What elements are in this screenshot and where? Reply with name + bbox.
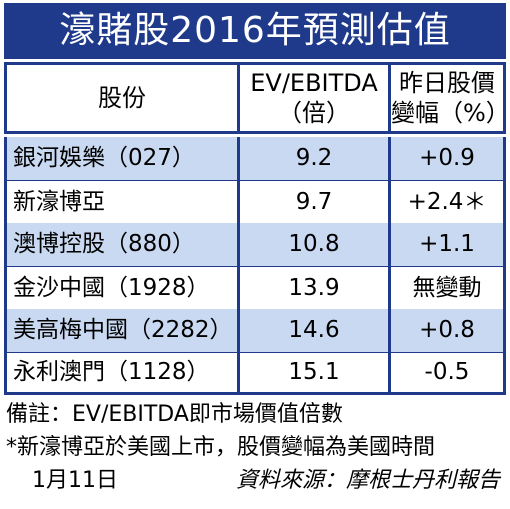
table-body: 銀河娛樂（027） 9.2 +0.9 新濠博亞 9.7 +2.4＊ 澳博控股（8… — [4, 137, 506, 395]
row-ev-value: 9.7 — [295, 189, 333, 215]
row-divider — [7, 266, 503, 267]
table-row: 永利澳門（1128） 15.1 -0.5 — [7, 353, 503, 392]
row-stock-name: 金沙中國（1928） — [13, 275, 210, 301]
header-ev-line2: （倍） — [278, 99, 350, 127]
row-price-change: +1.1 — [419, 231, 475, 257]
footnotes: 備註：EV/EBITDA即市場價值倍數 *新濠博亞於美國上市，股價變幅為美國時間… — [6, 398, 506, 497]
row-divider — [7, 180, 503, 181]
header-stock: 股份 — [7, 65, 237, 131]
table-row: 銀河娛樂（027） 9.2 +0.9 — [7, 137, 503, 180]
note-date-source: 1月11日 資料來源：摩根士丹利報告 — [6, 464, 506, 497]
row-ev-value: 15.1 — [288, 359, 340, 385]
column-divider-2 — [388, 137, 391, 392]
table-row: 金沙中國（1928） 13.9 無變動 — [7, 267, 503, 310]
table-row: 澳博控股（880） 10.8 +1.1 — [7, 223, 503, 266]
header-change-line1: 昨日股價 — [399, 69, 495, 97]
row-stock-name: 永利澳門（1128） — [13, 359, 210, 385]
row-stock-name: 美高梅中國（2282） — [13, 317, 233, 343]
table-row: 美高梅中國（2282） 14.6 +0.8 — [7, 309, 503, 352]
table-header: 股份 EV/EBITDA （倍） 昨日股價 變幅（%） — [4, 62, 510, 134]
row-price-change: +0.8 — [419, 317, 475, 343]
source-credit: 資料來源：摩根士丹利報告 — [235, 468, 500, 493]
note-ev-definition: 備註：EV/EBITDA即市場價值倍數 — [6, 402, 343, 427]
note-date: 1月11日 — [32, 468, 118, 493]
row-ev-value: 13.9 — [288, 275, 340, 301]
table-title: 濠賭股2016年預測估值 — [4, 3, 506, 59]
row-price-change: -0.5 — [424, 359, 470, 385]
column-divider-1 — [237, 137, 240, 392]
note-us-listing: *新濠博亞於美國上市，股價變幅為美國時間 — [6, 435, 436, 460]
header-change-line2: 變幅（%） — [391, 99, 510, 127]
header-divider-2 — [388, 65, 391, 131]
row-stock-name: 銀河娛樂（027） — [13, 145, 195, 171]
row-price-change: 無變動 — [412, 275, 482, 301]
table-row: 新濠博亞 9.7 +2.4＊ — [7, 181, 503, 224]
row-ev-value: 9.2 — [295, 145, 333, 171]
row-price-change: +0.9 — [419, 145, 475, 171]
row-stock-name: 新濠博亞 — [13, 189, 105, 215]
header-ev-line1: EV/EBITDA — [250, 69, 378, 97]
row-price-change: +2.4＊ — [407, 189, 487, 215]
header-price-change: 昨日股價 變幅（%） — [391, 65, 510, 131]
header-stock-label: 股份 — [98, 84, 146, 112]
row-ev-value: 14.6 — [288, 317, 340, 343]
header-ev-ebitda: EV/EBITDA （倍） — [240, 65, 388, 131]
row-ev-value: 10.8 — [288, 231, 340, 257]
row-divider — [7, 352, 503, 353]
row-stock-name: 澳博控股（880） — [13, 231, 195, 257]
header-divider-1 — [237, 65, 240, 131]
